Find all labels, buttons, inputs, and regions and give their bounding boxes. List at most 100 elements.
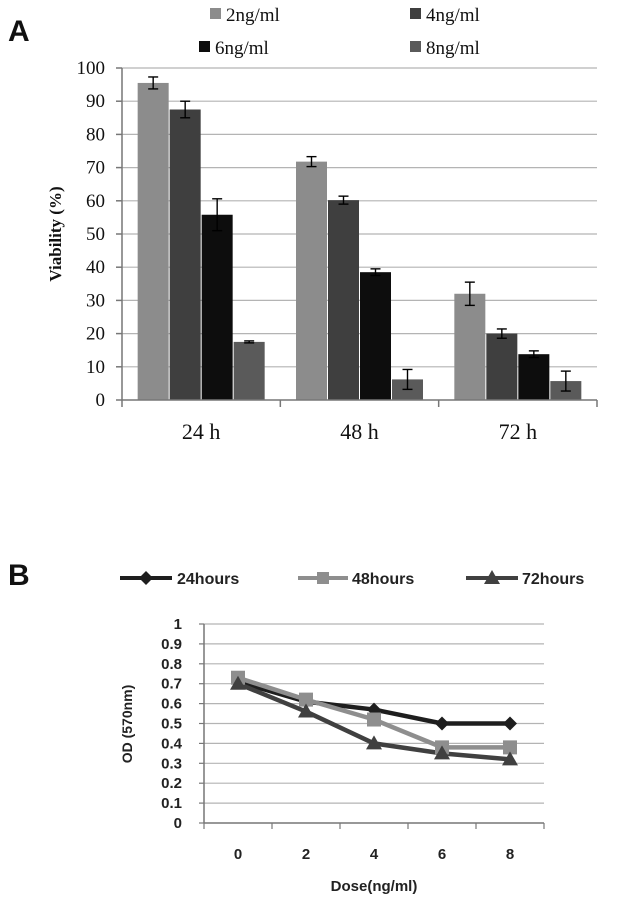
panel-a-axes — [121, 68, 597, 401]
panel-a-bars — [137, 82, 582, 400]
y-tick-label-100: 100 — [77, 58, 106, 79]
legend-marker-24hours — [139, 571, 153, 585]
y-tick-label-b-0-1: 0.1 — [161, 795, 182, 812]
legend-item-72hours: 72hours — [466, 570, 584, 588]
y-tick-label-b-0-6: 0.6 — [161, 696, 182, 713]
panel-a-gridlines — [122, 67, 597, 368]
panel-b-legend: 24hours 48hours 72hours — [120, 570, 584, 588]
marker-48hours-x2 — [299, 692, 313, 707]
y-tick-label-b-0-5: 0.5 — [161, 716, 182, 733]
y-tick-label-10: 10 — [86, 357, 105, 378]
legend-swatch-6ng — [199, 41, 210, 52]
error-bar-6ng-ml-24-h — [212, 198, 223, 232]
panel-b-y-axis-label: OD (570nm) — [119, 685, 135, 764]
legend-label-2ng: 2ng/ml — [226, 5, 280, 26]
error-bar-2ng-ml-48-h — [306, 155, 317, 168]
panel-b-axes — [203, 624, 544, 824]
error-bar-6ng-ml-48-h — [370, 268, 381, 277]
marker-72hours-x4 — [366, 735, 382, 750]
error-bar-8ng-ml-48-h — [402, 368, 413, 391]
x-tick-label-b-4: 4 — [370, 846, 379, 863]
y-tick-label-b-0: 0 — [174, 815, 182, 832]
y-tick-label-80: 80 — [86, 124, 105, 145]
x-tick-label-24-h: 24 h — [182, 419, 221, 444]
panel-a-bar-chart: A 2ng/ml 4ng/ml 6ng/ml 8ng/ml Viability … — [8, 5, 598, 444]
marker-48hours-x4 — [367, 712, 381, 727]
bar-2ng-ml-24-h — [137, 82, 169, 400]
x-tick-label-b-6: 6 — [438, 846, 446, 863]
legend-item-24hours: 24hours — [120, 571, 239, 588]
x-tick-label-b-2: 2 — [302, 846, 310, 863]
bar-6ng-ml-48-h — [360, 272, 391, 400]
legend-label-6ng: 6ng/ml — [215, 38, 269, 59]
marker-24hours-x6 — [435, 716, 449, 731]
bar-4ng-ml-48-h — [328, 200, 359, 400]
legend-label-8ng: 8ng/ml — [426, 38, 480, 59]
panel-b-y-ticks: 0 0.1 0.2 0.3 0.4 0.5 0.6 0.7 0.8 0.9 1 — [161, 616, 204, 832]
bar-8ng-ml-24-h — [233, 341, 265, 400]
panel-b-series-markers — [230, 670, 518, 766]
marker-24hours-x8 — [503, 716, 517, 731]
y-tick-label-20: 20 — [86, 324, 105, 345]
bar-4ng-ml-72-h — [486, 333, 518, 400]
legend-swatch-4ng — [410, 8, 421, 19]
y-tick-label-b-0-2: 0.2 — [161, 775, 182, 792]
y-tick-label-40: 40 — [86, 257, 105, 278]
error-bar-2ng-ml-72-h — [464, 281, 475, 307]
panel-b-x-ticks: 0 2 4 6 8 — [203, 823, 545, 863]
panel-b-gridlines — [204, 623, 544, 804]
y-tick-label-b-0-3: 0.3 — [161, 755, 182, 772]
legend-label-24hours: 24hours — [177, 571, 239, 588]
y-tick-label-60: 60 — [86, 191, 105, 212]
y-tick-label-30: 30 — [86, 290, 105, 311]
panel-b-line-chart: B 24hours 48hours 72hours OD (570nm) Dos… — [8, 559, 584, 895]
y-tick-label-b-0-9: 0.9 — [161, 636, 182, 653]
bar-2ng-ml-72-h — [454, 293, 486, 400]
bar-6ng-ml-24-h — [201, 214, 233, 400]
legend-item-48hours: 48hours — [298, 571, 414, 588]
legend-label-4ng: 4ng/ml — [426, 5, 480, 26]
bar-4ng-ml-24-h — [169, 109, 201, 400]
y-tick-label-70: 70 — [86, 158, 105, 179]
marker-72hours-x0 — [230, 675, 246, 690]
legend-marker-48hours — [317, 572, 329, 584]
bar-2ng-ml-48-h — [296, 161, 327, 400]
bar-6ng-ml-72-h — [518, 354, 550, 400]
legend-item-4ng: 4ng/ml — [410, 5, 480, 26]
marker-72hours-x2 — [298, 703, 314, 718]
y-tick-label-0: 0 — [96, 390, 106, 411]
error-bar-4ng-ml-48-h — [338, 195, 349, 205]
panel-a-legend: 2ng/ml 4ng/ml 6ng/ml 8ng/ml — [199, 5, 480, 59]
y-tick-label-b-0-8: 0.8 — [161, 656, 182, 673]
error-bar-4ng-ml-72-h — [496, 328, 507, 339]
error-bar-8ng-ml-72-h — [560, 370, 571, 392]
y-tick-label-50: 50 — [86, 224, 105, 245]
x-tick-label-b-8: 8 — [506, 846, 514, 863]
panel-a-x-ticks: 24 h 48 h 72 h — [121, 400, 598, 444]
panel-a-error-bars — [148, 76, 571, 392]
legend-marker-72hours — [484, 570, 500, 584]
marker-48hours-x8 — [503, 740, 517, 755]
y-tick-label-b-1: 1 — [174, 616, 182, 633]
panel-a-y-axis-label: Viability (%) — [46, 186, 65, 281]
panel-a-label: A — [8, 15, 30, 48]
panel-a-y-ticks: 0 10 20 30 40 50 60 70 80 90 100 — [77, 58, 122, 411]
y-tick-label-b-0-7: 0.7 — [161, 676, 182, 693]
error-bar-4ng-ml-24-h — [180, 100, 191, 119]
x-tick-label-48-h: 48 h — [340, 419, 379, 444]
legend-item-6ng: 6ng/ml — [199, 38, 269, 59]
error-bar-8ng-ml-24-h — [244, 340, 255, 344]
marker-72hours-x6 — [434, 745, 450, 760]
legend-swatch-8ng — [410, 41, 421, 52]
error-bar-6ng-ml-72-h — [528, 350, 539, 359]
legend-label-72hours: 72hours — [522, 571, 584, 588]
y-tick-label-90: 90 — [86, 91, 105, 112]
x-tick-label-72-h: 72 h — [499, 419, 538, 444]
marker-72hours-x8 — [502, 751, 518, 766]
legend-swatch-2ng — [210, 8, 221, 19]
legend-item-2ng: 2ng/ml — [210, 5, 280, 26]
panel-b-x-axis-label: Dose(ng/ml) — [331, 878, 418, 895]
y-tick-label-b-0-4: 0.4 — [161, 735, 183, 752]
error-bar-2ng-ml-24-h — [148, 76, 159, 90]
